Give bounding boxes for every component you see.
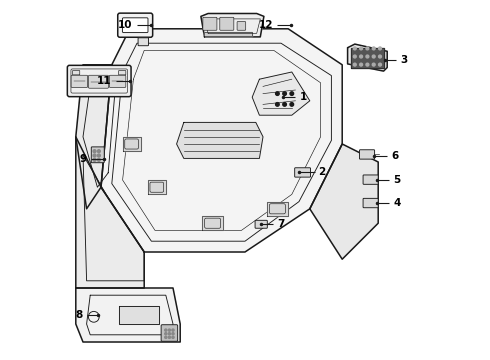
Polygon shape [267,202,288,216]
Circle shape [283,103,286,106]
Text: 4: 4 [393,198,401,208]
Circle shape [172,329,174,331]
Circle shape [360,55,363,58]
Circle shape [372,47,375,50]
Circle shape [379,63,381,66]
Polygon shape [310,144,378,259]
FancyBboxPatch shape [91,147,104,163]
Polygon shape [76,65,112,209]
Polygon shape [201,13,264,37]
Circle shape [165,329,167,331]
Text: 7: 7 [277,219,285,229]
Circle shape [366,55,369,58]
Polygon shape [252,72,310,115]
Polygon shape [148,180,166,194]
Polygon shape [351,48,384,68]
Circle shape [366,47,369,50]
FancyBboxPatch shape [360,150,374,159]
Circle shape [165,333,167,335]
Text: 11: 11 [98,76,112,86]
Circle shape [169,333,171,335]
Text: 12: 12 [259,20,273,30]
Circle shape [290,103,294,106]
Circle shape [372,63,375,66]
FancyBboxPatch shape [220,17,234,30]
Circle shape [165,336,167,338]
Circle shape [93,150,96,153]
FancyBboxPatch shape [294,168,311,177]
FancyBboxPatch shape [109,75,126,87]
FancyBboxPatch shape [118,13,153,37]
FancyBboxPatch shape [161,325,178,341]
Circle shape [366,63,369,66]
Circle shape [169,336,171,338]
Circle shape [275,92,279,95]
FancyBboxPatch shape [88,75,109,88]
FancyBboxPatch shape [122,18,148,32]
Text: 8: 8 [75,310,82,320]
Circle shape [353,63,356,66]
Circle shape [169,329,171,331]
Polygon shape [202,216,223,230]
Polygon shape [176,122,263,158]
Polygon shape [347,44,387,71]
Text: 2: 2 [318,167,326,177]
Circle shape [98,154,100,157]
Circle shape [290,92,294,95]
Polygon shape [122,137,141,151]
Text: 6: 6 [392,150,399,161]
Circle shape [98,158,100,161]
Polygon shape [76,137,144,288]
FancyBboxPatch shape [203,17,217,30]
Polygon shape [204,32,252,36]
Circle shape [93,158,96,161]
Circle shape [172,336,174,338]
Circle shape [98,150,100,153]
Text: 3: 3 [400,55,408,66]
Circle shape [353,55,356,58]
Circle shape [379,55,381,58]
Polygon shape [101,29,342,252]
Text: 10: 10 [118,20,133,30]
FancyBboxPatch shape [237,22,245,30]
Text: 5: 5 [393,175,400,185]
Circle shape [172,333,174,335]
FancyBboxPatch shape [363,175,378,184]
FancyBboxPatch shape [71,75,88,87]
Circle shape [283,92,286,95]
Polygon shape [76,288,180,342]
Circle shape [360,47,363,50]
Text: 9: 9 [79,154,87,164]
Circle shape [353,47,356,50]
Circle shape [360,63,363,66]
FancyBboxPatch shape [73,71,80,75]
FancyBboxPatch shape [363,198,378,208]
Circle shape [275,103,279,106]
Circle shape [372,55,375,58]
FancyBboxPatch shape [119,71,126,75]
FancyBboxPatch shape [255,220,268,228]
FancyBboxPatch shape [138,38,148,46]
Polygon shape [119,306,159,324]
Circle shape [93,154,96,157]
Text: 1: 1 [300,92,307,102]
FancyBboxPatch shape [67,65,131,96]
Circle shape [379,47,381,50]
